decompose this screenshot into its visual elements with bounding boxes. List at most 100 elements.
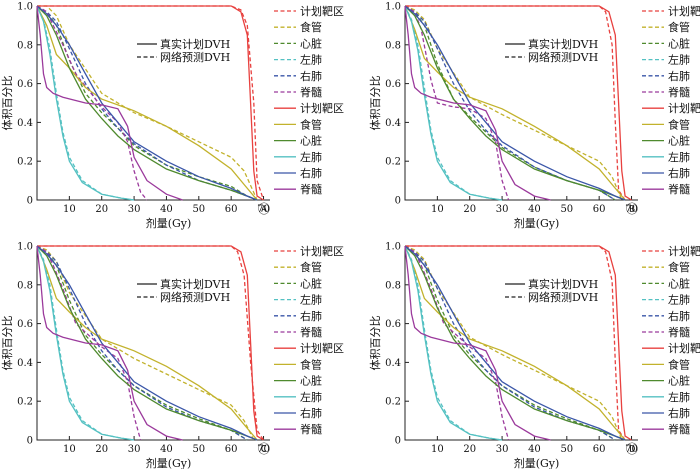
series-legend-label: 脊髓 — [300, 325, 322, 339]
y-tick-label: 0.6 — [385, 319, 401, 330]
series-legend-label: 左肺 — [300, 54, 322, 67]
dvh-line-pred-ptv — [37, 5, 265, 201]
style-legend-label: 真实计划DVH — [528, 37, 598, 51]
dvh-line-real-lung_l — [404, 245, 503, 441]
y-tick-label: 1.0 — [385, 242, 401, 253]
dvh-panel-c: 10 20 30 40 50 60 70 0 0.2 0.4 0.6 0.8 1.0 剂量(Gy) 体积百分… — [0, 242, 344, 469]
series-legend-label: 心脏 — [300, 375, 322, 388]
series-legend-label: 右肺 — [300, 69, 322, 83]
series-legend-label: 食管 — [300, 357, 322, 371]
dvh-line-real-lung_r — [404, 245, 626, 441]
dvh-line-real-lung_l — [36, 5, 135, 201]
series-legend-label: 右肺 — [300, 166, 322, 180]
series-legend-label: 脊髓 — [300, 85, 322, 99]
x-tick-label: 60 — [593, 444, 606, 455]
dvh-line-pred-heart — [404, 245, 616, 441]
series-legend-label: 心脏 — [668, 37, 690, 50]
dvh-line-pred-cord — [36, 245, 142, 441]
y-axis-label: 体积百分比 — [0, 316, 14, 371]
dvh-line-real-cord — [404, 245, 551, 441]
x-tick-label: 40 — [160, 204, 173, 215]
x-tick-label: 10 — [63, 204, 76, 215]
series-legend-label: 脊髓 — [668, 325, 690, 339]
y-tick-label: 0.6 — [17, 319, 33, 330]
y-tick-label: 0.4 — [17, 358, 33, 369]
y-tick-label: 0.2 — [385, 397, 401, 408]
y-tick-label: 0.2 — [17, 157, 33, 168]
x-axis-label: 剂量(Gy) — [146, 456, 192, 469]
y-tick-label: 0.2 — [17, 397, 33, 408]
y-tick-label: 0.6 — [385, 79, 401, 90]
y-axis-label: 体积百分比 — [368, 76, 382, 131]
y-tick-label: 0 — [395, 196, 401, 207]
y-axis-label: 体积百分比 — [0, 76, 14, 131]
series-legend-label: 心脏 — [668, 135, 690, 148]
x-tick-label: 50 — [192, 444, 205, 455]
x-tick-label: 40 — [528, 204, 541, 215]
series-legend-label: 右肺 — [300, 406, 322, 420]
series-legend-label: 脊髓 — [668, 182, 690, 196]
series-legend-label: 右肺 — [668, 69, 690, 83]
y-tick-label: 0.4 — [17, 118, 33, 129]
dvh-line-pred-cord — [404, 5, 510, 201]
series-legend-label: 食管 — [300, 260, 322, 274]
y-tick-label: 1.0 — [17, 2, 33, 13]
series-legend-label: 食管 — [668, 20, 690, 34]
dvh-line-real-lung_l — [36, 245, 135, 441]
dvh-line-real-ptv — [37, 245, 264, 441]
style-legend-label: 网络预测DVH — [528, 50, 598, 64]
style-legend-label: 网络预测DVH — [160, 50, 230, 64]
series-legend-label: 计划靶区 — [668, 245, 700, 258]
x-tick-label: 60 — [225, 204, 238, 215]
y-tick-label: 1.0 — [17, 242, 33, 253]
axes-frame — [36, 6, 270, 201]
dvh-line-real-ptv — [405, 245, 632, 441]
y-tick-label: 0.4 — [385, 358, 401, 369]
y-tick-label: 0.4 — [385, 118, 401, 129]
dvh-line-real-esophagus — [36, 245, 258, 441]
x-tick-label: 10 — [431, 444, 444, 455]
x-axis-label: 剂量(Gy) — [514, 456, 560, 469]
series-legend-label: 右肺 — [668, 309, 690, 323]
series-legend-label: 计划靶区 — [300, 5, 344, 18]
y-tick-label: 0 — [395, 436, 401, 447]
dvh-line-real-lung_r — [36, 5, 258, 201]
dvh-line-real-esophagus — [36, 5, 258, 201]
series-legend-label: 计划靶区 — [668, 102, 700, 115]
style-legend-label: 真实计划DVH — [160, 277, 230, 291]
y-tick-label: 0.6 — [17, 79, 33, 90]
series-legend-label: 食管 — [300, 20, 322, 34]
series-legend-label: 食管 — [668, 260, 690, 274]
x-tick-label: 30 — [128, 444, 141, 455]
x-tick-label: 70 — [257, 204, 270, 215]
series-legend-label: 左肺 — [300, 294, 322, 307]
style-legend-label: 网络预测DVH — [160, 290, 230, 304]
dvh-line-pred-esophagus — [404, 245, 623, 441]
series-legend-label: 心脏 — [668, 375, 690, 388]
x-tick-label: 10 — [431, 204, 444, 215]
series-legend-label: 心脏 — [300, 277, 322, 290]
dvh-line-real-heart — [36, 5, 258, 201]
dvh-line-real-esophagus — [404, 5, 626, 201]
y-tick-label: 0 — [27, 196, 33, 207]
y-tick-label: 0.8 — [17, 280, 33, 291]
series-legend-label: 计划靶区 — [668, 5, 700, 18]
dvh-line-pred-heart — [36, 245, 248, 441]
dvh-line-pred-ptv — [405, 245, 626, 441]
dvh-line-real-lung_r — [36, 245, 258, 441]
axes-frame — [36, 246, 270, 441]
series-legend-label: 计划靶区 — [300, 342, 344, 355]
dvh-line-pred-heart — [404, 5, 616, 201]
series-legend-label: 食管 — [668, 117, 690, 131]
dvh-line-real-cord — [404, 5, 551, 201]
style-legend-label: 真实计划DVH — [160, 37, 230, 51]
x-tick-label: 20 — [95, 204, 108, 215]
series-legend-label: 食管 — [668, 357, 690, 371]
dvh-line-pred-cord — [404, 245, 510, 441]
series-legend-label: 脊髓 — [300, 182, 322, 196]
y-tick-label: 0 — [27, 436, 33, 447]
y-tick-label: 0.8 — [385, 280, 401, 291]
series-legend-label: 计划靶区 — [300, 245, 344, 258]
series-legend-label: 脊髓 — [668, 422, 690, 436]
